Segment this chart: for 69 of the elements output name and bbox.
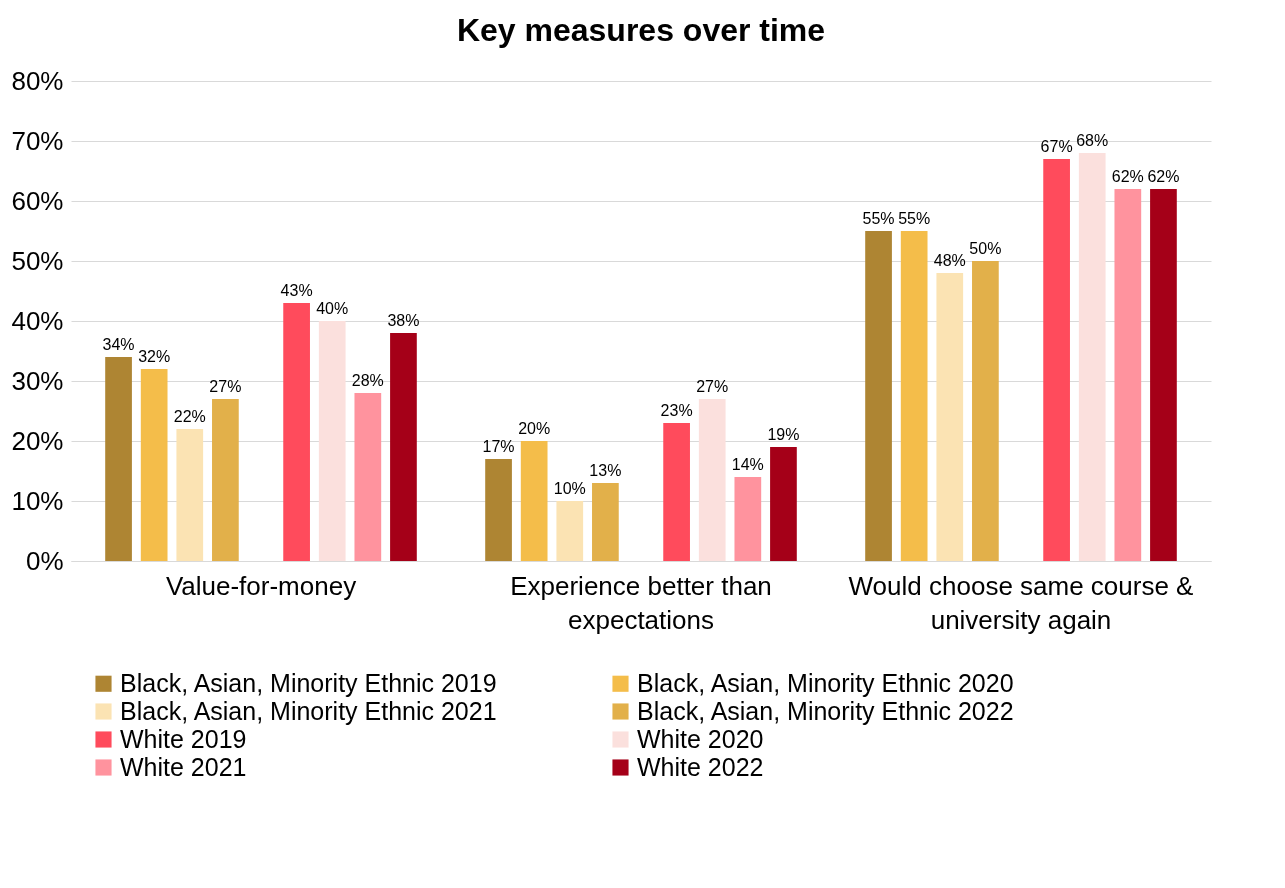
bar bbox=[485, 459, 512, 561]
data-label: 62% bbox=[1147, 168, 1180, 185]
data-label: 67% bbox=[1040, 138, 1073, 155]
legend-label: White 2020 bbox=[637, 724, 764, 753]
bar bbox=[105, 357, 132, 561]
data-label: 43% bbox=[280, 282, 313, 299]
bar bbox=[140, 369, 168, 561]
data-label: 10% bbox=[553, 480, 586, 497]
legend-label: White 2021 bbox=[120, 752, 247, 781]
bar bbox=[176, 429, 204, 561]
bar bbox=[663, 423, 690, 561]
bar bbox=[972, 261, 999, 561]
bar bbox=[1043, 159, 1070, 561]
bar bbox=[734, 477, 762, 561]
bar bbox=[770, 447, 797, 561]
data-label: 48% bbox=[933, 252, 966, 269]
bar bbox=[900, 231, 928, 561]
bar bbox=[318, 321, 346, 561]
y-tick-label: 60% bbox=[11, 185, 64, 216]
chart-title: Key measures over time bbox=[456, 12, 826, 48]
bar bbox=[520, 441, 548, 561]
y-tick-label: 30% bbox=[11, 365, 64, 396]
data-label: 17% bbox=[482, 438, 515, 455]
data-label: 19% bbox=[767, 426, 800, 443]
legend-label: Black, Asian, Minority Ethnic 2019 bbox=[120, 668, 497, 697]
legend-label: Black, Asian, Minority Ethnic 2021 bbox=[120, 696, 497, 725]
y-tick-label: 50% bbox=[11, 245, 64, 276]
data-label: 27% bbox=[696, 378, 729, 395]
x-tick-label: Experience better than expectations bbox=[510, 570, 772, 635]
data-label: 32% bbox=[138, 348, 171, 365]
bar bbox=[212, 399, 239, 561]
legend-label: Black, Asian, Minority Ethnic 2022 bbox=[637, 696, 1014, 725]
bar bbox=[556, 501, 584, 561]
x-tick-label: Would choose same course & university again bbox=[848, 570, 1194, 635]
data-label: 27% bbox=[209, 378, 242, 395]
bar bbox=[1078, 153, 1106, 561]
bar bbox=[592, 483, 619, 561]
data-label: 20% bbox=[518, 420, 551, 437]
y-tick-label: 20% bbox=[11, 425, 64, 456]
data-label: 40% bbox=[316, 300, 349, 317]
y-tick-label: 70% bbox=[11, 125, 64, 156]
data-label: 38% bbox=[387, 312, 420, 329]
bar bbox=[390, 333, 417, 561]
data-label: 34% bbox=[102, 336, 135, 353]
y-tick-label: 40% bbox=[11, 305, 64, 336]
y-tick-label: 0% bbox=[25, 545, 64, 576]
y-tick-label: 10% bbox=[11, 485, 64, 516]
data-label: 62% bbox=[1111, 168, 1144, 185]
y-tick-label: 80% bbox=[11, 65, 64, 96]
data-label: 28% bbox=[351, 372, 384, 389]
bar bbox=[1114, 189, 1142, 561]
x-tick-label: Value-for-money bbox=[165, 570, 357, 601]
data-label: 23% bbox=[660, 402, 693, 419]
bar bbox=[865, 231, 892, 561]
legend-label: Black, Asian, Minority Ethnic 2020 bbox=[637, 668, 1014, 697]
data-label: 22% bbox=[173, 408, 206, 425]
legend-label: White 2022 bbox=[637, 752, 764, 781]
bar bbox=[354, 393, 382, 561]
bar bbox=[936, 273, 964, 561]
data-label: 55% bbox=[898, 210, 931, 227]
data-label: 50% bbox=[969, 240, 1002, 257]
bar bbox=[698, 399, 726, 561]
legend-label: White 2019 bbox=[120, 724, 247, 753]
data-label: 13% bbox=[589, 462, 622, 479]
bar bbox=[283, 303, 310, 561]
data-label: 14% bbox=[731, 456, 764, 473]
bar bbox=[1150, 189, 1177, 561]
data-label: 68% bbox=[1076, 132, 1109, 149]
data-label: 55% bbox=[862, 210, 895, 227]
